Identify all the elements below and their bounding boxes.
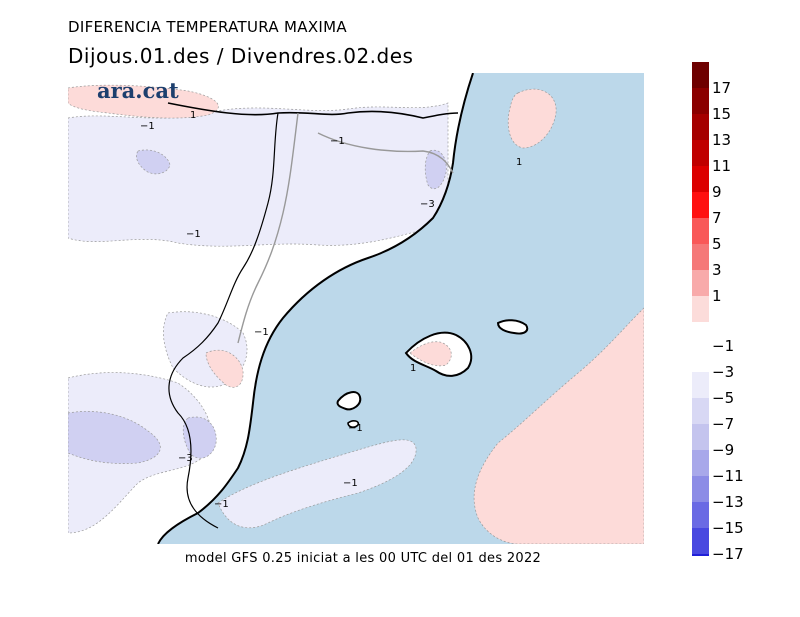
contour-label: 1 [190,110,196,121]
color-scale-label: 3 [712,261,722,279]
island-ibiza [336,391,362,411]
temperature-difference-map: 1 −1 −1 1 −3 −1 −1 1 −1 −3 −1 −1 [68,73,644,544]
warm-anomaly-northwest [68,84,219,119]
regional-boundary-east [317,132,454,174]
island-menorca [496,319,529,335]
color-scale-label: −13 [712,493,744,511]
color-scale-swatch [692,346,709,372]
inland-border [168,112,279,529]
color-scale-swatch [692,398,709,424]
color-scale-label: −11 [712,467,744,485]
contour-label: −1 [214,499,229,510]
contour-label: −1 [348,423,363,434]
chart-title: DIFERENCIA TEMPERATURA MAXIMA [68,18,347,36]
color-scale-label: −5 [712,389,735,407]
date-range-subtitle: Dijous.01.des / Divendres.02.des [68,44,414,68]
island-formentera [347,420,360,428]
color-scale-swatch [692,244,709,270]
color-scale-swatch [692,502,709,528]
cooler-patch-west [68,411,161,464]
cooler-patch-northeast [424,149,447,190]
color-scale-swatch [692,62,709,88]
contour-label: −3 [420,199,435,210]
color-scale-swatch [692,424,709,450]
color-scale-label: −3 [712,363,735,381]
mallorca-warm-patch [409,341,452,367]
color-scale-swatch [692,140,709,166]
contour-label: −1 [343,478,358,489]
color-scale-label: 7 [712,209,722,227]
color-scale-swatch [692,372,709,398]
color-scale-swatch [692,476,709,502]
contour-label: −1 [140,121,155,132]
color-scale-swatch [692,270,709,296]
color-scale-label: 11 [712,157,732,175]
color-scale-swatch [692,554,709,556]
color-scale-swatch [692,218,709,244]
contour-label: −3 [178,453,193,464]
color-scale-label: 17 [712,79,732,97]
ara-cat-logo: ara.cat [97,78,179,103]
cooler-patch-north [136,149,171,175]
contour-label: −1 [186,229,201,240]
color-scale-label: 5 [712,235,722,253]
model-info-footer: model GFS 0.25 iniciat a les 00 UTC del … [184,551,542,566]
color-scale-swatch [692,528,709,554]
color-scale-swatch [692,114,709,140]
color-scale-swatch [692,166,709,192]
contour-label: −1 [254,327,269,338]
color-scale-swatch [692,296,709,322]
color-scale-label: 15 [712,105,732,123]
northern-border [167,102,459,119]
color-scale-label: 1 [712,287,722,305]
contour-label: 1 [516,157,522,168]
color-scale-swatch [692,450,709,476]
color-scale-label: 13 [712,131,732,149]
warm-anomaly-sea-north [507,88,557,149]
color-scale-swatch [692,88,709,114]
coastline [157,73,474,544]
color-scale-label: 9 [712,183,722,201]
color-scale-bar [692,62,709,556]
color-scale-label: −1 [712,337,735,355]
contour-label: 1 [410,363,416,374]
color-scale-swatch [692,192,709,218]
color-scale-label: −15 [712,519,744,537]
cool-anomaly-sea [217,439,417,529]
color-scale-label: −7 [712,415,735,433]
cool-anomaly-area [68,102,449,247]
color-scale-label: −9 [712,441,735,459]
warm-anomaly-sea-east [473,307,644,544]
regional-boundary [237,112,299,344]
color-scale-label: −17 [712,545,744,563]
contour-label: −1 [330,136,345,147]
warm-anomaly-coast [205,349,244,388]
